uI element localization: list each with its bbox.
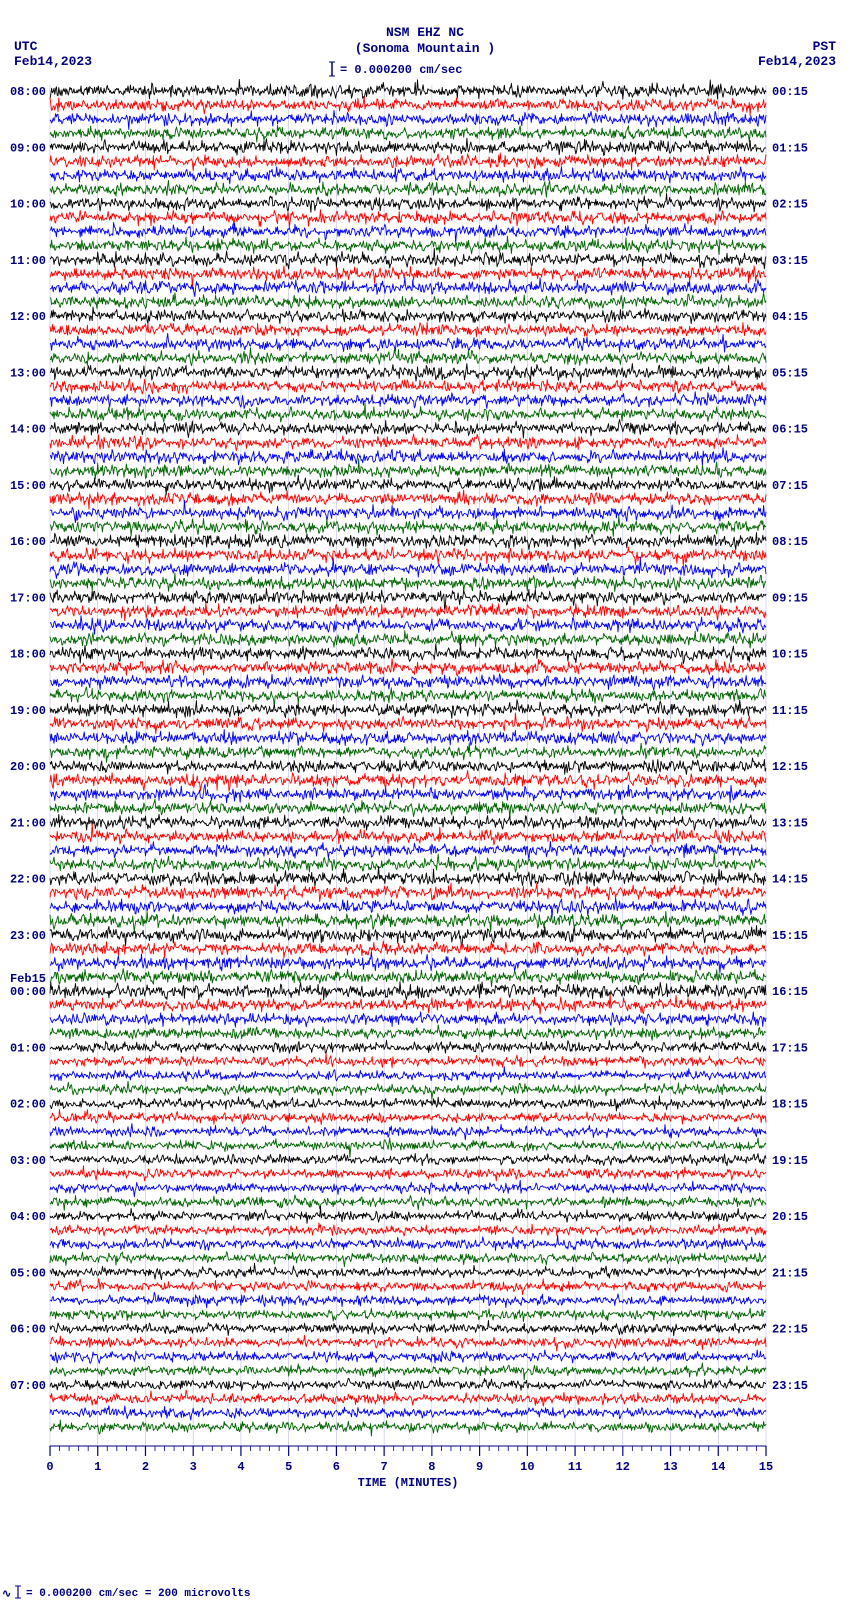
left-time-label: 06:00 — [10, 1323, 46, 1337]
x-tick-label: 0 — [46, 1460, 53, 1474]
right-time-label: 08:15 — [772, 535, 808, 549]
right-time-label: 07:15 — [772, 479, 808, 493]
right-time-label: 20:15 — [772, 1210, 808, 1224]
left-time-label: 11:00 — [10, 254, 46, 268]
left-time-label: 03:00 — [10, 1154, 46, 1168]
left-time-label: 07:00 — [10, 1379, 46, 1393]
footer-scale-text: = 0.000200 cm/sec = 200 microvolts — [26, 1588, 250, 1600]
right-time-label: 16:15 — [772, 985, 808, 999]
right-tz-text: PST — [813, 39, 837, 54]
x-tick-label: 1 — [94, 1460, 101, 1474]
left-time-label: 14:00 — [10, 423, 46, 437]
left-extra-label: Feb15 — [10, 972, 46, 986]
right-time-label: 06:15 — [772, 423, 808, 437]
left-time-label: 22:00 — [10, 873, 46, 887]
x-tick-label: 9 — [476, 1460, 483, 1474]
left-time-label: 12:00 — [10, 310, 46, 324]
x-tick-label: 10 — [520, 1460, 534, 1474]
right-time-label: 10:15 — [772, 648, 808, 662]
left-time-label: 19:00 — [10, 704, 46, 718]
left-time-label: 02:00 — [10, 1098, 46, 1112]
right-time-label: 22:15 — [772, 1323, 808, 1337]
left-time-label: 09:00 — [10, 141, 46, 155]
left-time-label: 18:00 — [10, 648, 46, 662]
right-time-label: 23:15 — [772, 1379, 808, 1393]
x-tick-label: 7 — [381, 1460, 388, 1474]
right-time-label: 17:15 — [772, 1041, 808, 1055]
left-time-label: 01:00 — [10, 1041, 46, 1055]
right-time-label: 03:15 — [772, 254, 808, 268]
x-tick-label: 5 — [285, 1460, 292, 1474]
right-time-label: 19:15 — [772, 1154, 808, 1168]
left-time-label: 13:00 — [10, 366, 46, 380]
x-tick-label: 11 — [568, 1460, 582, 1474]
left-date-text: Feb14,2023 — [14, 54, 92, 69]
left-tz-text: UTC — [14, 39, 38, 54]
x-tick-label: 8 — [428, 1460, 435, 1474]
left-time-label: 10:00 — [10, 198, 46, 212]
x-tick-label: 15 — [759, 1460, 773, 1474]
right-time-label: 15:15 — [772, 929, 808, 943]
left-time-label: 23:00 — [10, 929, 46, 943]
left-time-label: 05:00 — [10, 1266, 46, 1280]
x-tick-label: 6 — [333, 1460, 340, 1474]
left-time-label: 16:00 — [10, 535, 46, 549]
right-time-label: 18:15 — [772, 1098, 808, 1112]
x-tick-label: 12 — [616, 1460, 630, 1474]
scale-text-label: = 0.000200 cm/sec — [340, 63, 462, 77]
right-date-text: Feb14,2023 — [758, 54, 836, 69]
right-time-label: 21:15 — [772, 1266, 808, 1280]
left-time-label: 00:00 — [10, 985, 46, 999]
right-time-label: 12:15 — [772, 760, 808, 774]
right-time-label: 09:15 — [772, 591, 808, 605]
x-tick-label: 2 — [142, 1460, 149, 1474]
right-time-label: 00:15 — [772, 85, 808, 99]
x-tick-label: 4 — [237, 1460, 244, 1474]
right-time-label: 02:15 — [772, 198, 808, 212]
left-time-label: 15:00 — [10, 479, 46, 493]
x-tick-label: 3 — [190, 1460, 197, 1474]
left-time-label: 17:00 — [10, 591, 46, 605]
x-tick-label: 13 — [663, 1460, 677, 1474]
station-code-text: NSM EHZ NC — [386, 25, 464, 40]
right-time-label: 11:15 — [772, 704, 808, 718]
left-time-label: 08:00 — [10, 85, 46, 99]
station-name-text: (Sonoma Mountain ) — [355, 41, 495, 56]
left-time-label: 21:00 — [10, 816, 46, 830]
left-time-label: 04:00 — [10, 1210, 46, 1224]
x-tick-label: 14 — [711, 1460, 725, 1474]
right-time-label: 13:15 — [772, 816, 808, 830]
left-time-label: 20:00 — [10, 760, 46, 774]
footer-mark: ∿ — [2, 1589, 11, 1601]
right-time-label: 01:15 — [772, 141, 808, 155]
x-axis-title: TIME (MINUTES) — [358, 1476, 459, 1490]
helicorder-plot: NSM EHZ NC(Sonoma Mountain ) = 0.000200 c… — [0, 0, 850, 1613]
right-time-label: 14:15 — [772, 873, 808, 887]
right-time-label: 05:15 — [772, 366, 808, 380]
right-time-label: 04:15 — [772, 310, 808, 324]
